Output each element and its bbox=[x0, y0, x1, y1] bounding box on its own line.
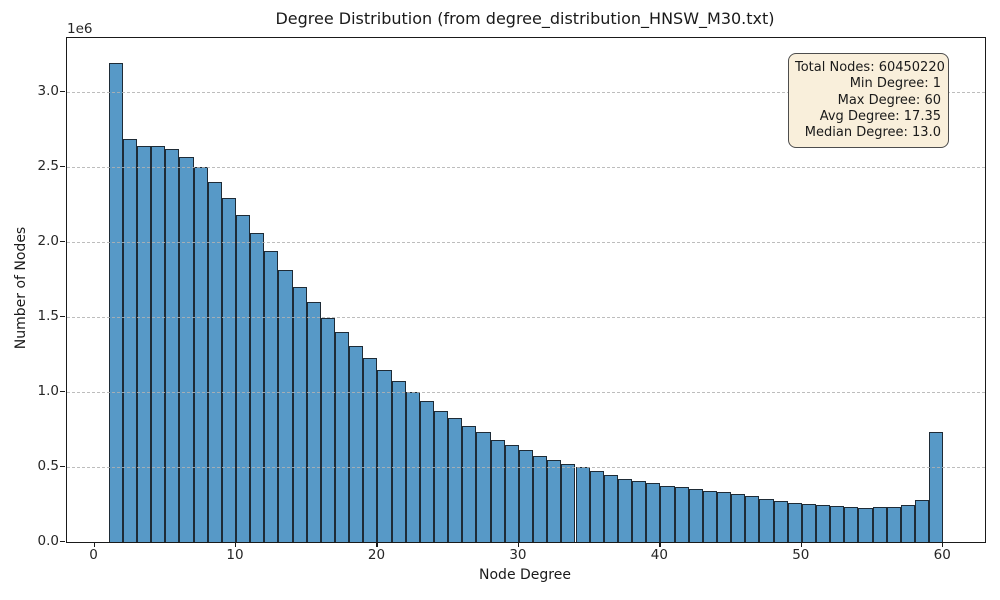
x-tick-label-10: 10 bbox=[226, 547, 244, 563]
bar-degree-5 bbox=[165, 148, 180, 542]
bar-degree-58 bbox=[914, 500, 930, 542]
bar-degree-39 bbox=[646, 483, 661, 542]
y-tick-mark-3.0 bbox=[60, 90, 65, 92]
bar-degree-1 bbox=[108, 63, 123, 542]
bar-degree-45 bbox=[731, 493, 746, 542]
bar-degree-18 bbox=[349, 346, 364, 542]
bar-degree-34 bbox=[575, 466, 590, 542]
bar-degree-13 bbox=[278, 269, 293, 542]
x-tick-mark-0 bbox=[93, 542, 95, 547]
bar-degree-7 bbox=[193, 166, 208, 542]
x-tick-label-60: 60 bbox=[933, 547, 951, 563]
bar-degree-51 bbox=[815, 505, 831, 542]
y-tick-label-0.5: 0.5 bbox=[37, 457, 59, 474]
bar-degree-53 bbox=[844, 506, 859, 542]
bar-degree-10 bbox=[236, 215, 251, 542]
y-tick-mark-2.0 bbox=[60, 240, 65, 242]
bar-degree-35 bbox=[589, 471, 604, 542]
y-tick-mark-1.5 bbox=[60, 315, 65, 317]
bar-degree-9 bbox=[221, 198, 236, 542]
y-tick-label-1.0: 1.0 bbox=[37, 382, 59, 399]
y-tick-mark-0.0 bbox=[60, 541, 65, 543]
bar-degree-32 bbox=[547, 460, 562, 542]
bar-degree-37 bbox=[617, 478, 633, 542]
x-axis-label: Node Degree bbox=[479, 567, 571, 583]
bar-degree-23 bbox=[419, 400, 435, 542]
y-tick-label-0.0: 0.0 bbox=[37, 533, 59, 549]
bar-degree-20 bbox=[377, 370, 392, 542]
x-tick-mark-60 bbox=[942, 542, 944, 547]
plot-area: Total Nodes: 60450220 Min Degree: 1 Max De… bbox=[66, 37, 986, 543]
bar-degree-31 bbox=[533, 455, 548, 542]
x-tick-label-40: 40 bbox=[650, 547, 668, 563]
bar-degree-2 bbox=[122, 138, 137, 542]
x-tick-mark-20 bbox=[376, 542, 378, 547]
bar-degree-14 bbox=[292, 286, 307, 542]
bar-degree-59 bbox=[929, 432, 944, 542]
stats-line: Max Degree: 60 bbox=[837, 92, 941, 108]
bar-degree-6 bbox=[179, 156, 194, 542]
bar-degree-38 bbox=[632, 481, 647, 542]
stats-line: Total Nodes: 60450220 bbox=[795, 60, 945, 75]
bar-degree-16 bbox=[320, 317, 336, 542]
x-tick-mark-50 bbox=[800, 542, 802, 547]
bar-degree-17 bbox=[335, 331, 350, 542]
bar-degree-27 bbox=[476, 432, 491, 542]
bar-degree-54 bbox=[858, 507, 873, 542]
x-tick-mark-10 bbox=[235, 542, 237, 547]
bar-degree-57 bbox=[900, 505, 915, 542]
stats-line: Median Degree: 13.0 bbox=[804, 125, 941, 141]
bar-degree-50 bbox=[801, 503, 816, 542]
bar-degree-55 bbox=[872, 507, 887, 542]
bar-degree-21 bbox=[391, 381, 406, 542]
bar-degree-56 bbox=[886, 506, 901, 542]
bar-degree-28 bbox=[490, 439, 505, 542]
bar-degree-46 bbox=[745, 495, 760, 542]
bar-degree-47 bbox=[759, 499, 774, 542]
x-tick-label-30: 30 bbox=[509, 547, 527, 563]
bar-degree-36 bbox=[603, 474, 618, 542]
bar-degree-33 bbox=[561, 463, 576, 542]
x-tick-label-50: 50 bbox=[792, 547, 810, 563]
bar-degree-29 bbox=[504, 445, 519, 542]
y-tick-label-3.0: 3.0 bbox=[37, 82, 59, 99]
stats-line: Avg Degree: 17.35 bbox=[819, 108, 941, 124]
bar-degree-40 bbox=[660, 485, 675, 542]
bar-degree-22 bbox=[405, 391, 420, 542]
bar-degree-12 bbox=[264, 250, 279, 542]
bar-degree-24 bbox=[434, 411, 449, 542]
y-tick-label-2.0: 2.0 bbox=[37, 232, 59, 249]
bar-degree-49 bbox=[787, 502, 802, 542]
bar-degree-15 bbox=[306, 301, 321, 542]
chart-title: Degree Distribution (from degree_distrib… bbox=[275, 9, 775, 28]
bar-degree-11 bbox=[250, 232, 265, 542]
y-tick-mark-1.0 bbox=[60, 390, 65, 393]
bar-degree-44 bbox=[716, 492, 732, 542]
stats-line: Min Degree: 1 bbox=[849, 76, 941, 92]
bar-degree-30 bbox=[518, 450, 534, 542]
histogram-bars bbox=[67, 38, 985, 542]
bar-degree-42 bbox=[688, 488, 703, 542]
bar-degree-43 bbox=[702, 490, 717, 542]
bar-degree-41 bbox=[674, 487, 689, 542]
bar-degree-52 bbox=[830, 506, 845, 542]
y-tick-mark-0.5 bbox=[60, 465, 65, 468]
bar-degree-19 bbox=[363, 358, 378, 542]
x-tick-label-20: 20 bbox=[367, 547, 386, 563]
x-tick-mark-40 bbox=[659, 542, 661, 547]
bar-degree-3 bbox=[137, 145, 152, 542]
bar-degree-48 bbox=[773, 501, 788, 542]
x-tick-label-0: 0 bbox=[89, 547, 98, 563]
bar-degree-26 bbox=[462, 425, 477, 542]
bar-degree-8 bbox=[207, 181, 222, 542]
bar-degree-25 bbox=[448, 418, 463, 542]
x-tick-mark-30 bbox=[517, 542, 520, 547]
stats-annotation-box: Total Nodes: 60450220 Min Degree: 1 Max De… bbox=[788, 53, 949, 149]
y-tick-label-2.5: 2.5 bbox=[37, 157, 59, 174]
y-tick-mark-2.5 bbox=[60, 165, 65, 167]
y-axis-offset-label: 1e6 bbox=[67, 21, 93, 37]
y-tick-label-1.5: 1.5 bbox=[37, 307, 59, 324]
bar-degree-4 bbox=[151, 145, 166, 542]
